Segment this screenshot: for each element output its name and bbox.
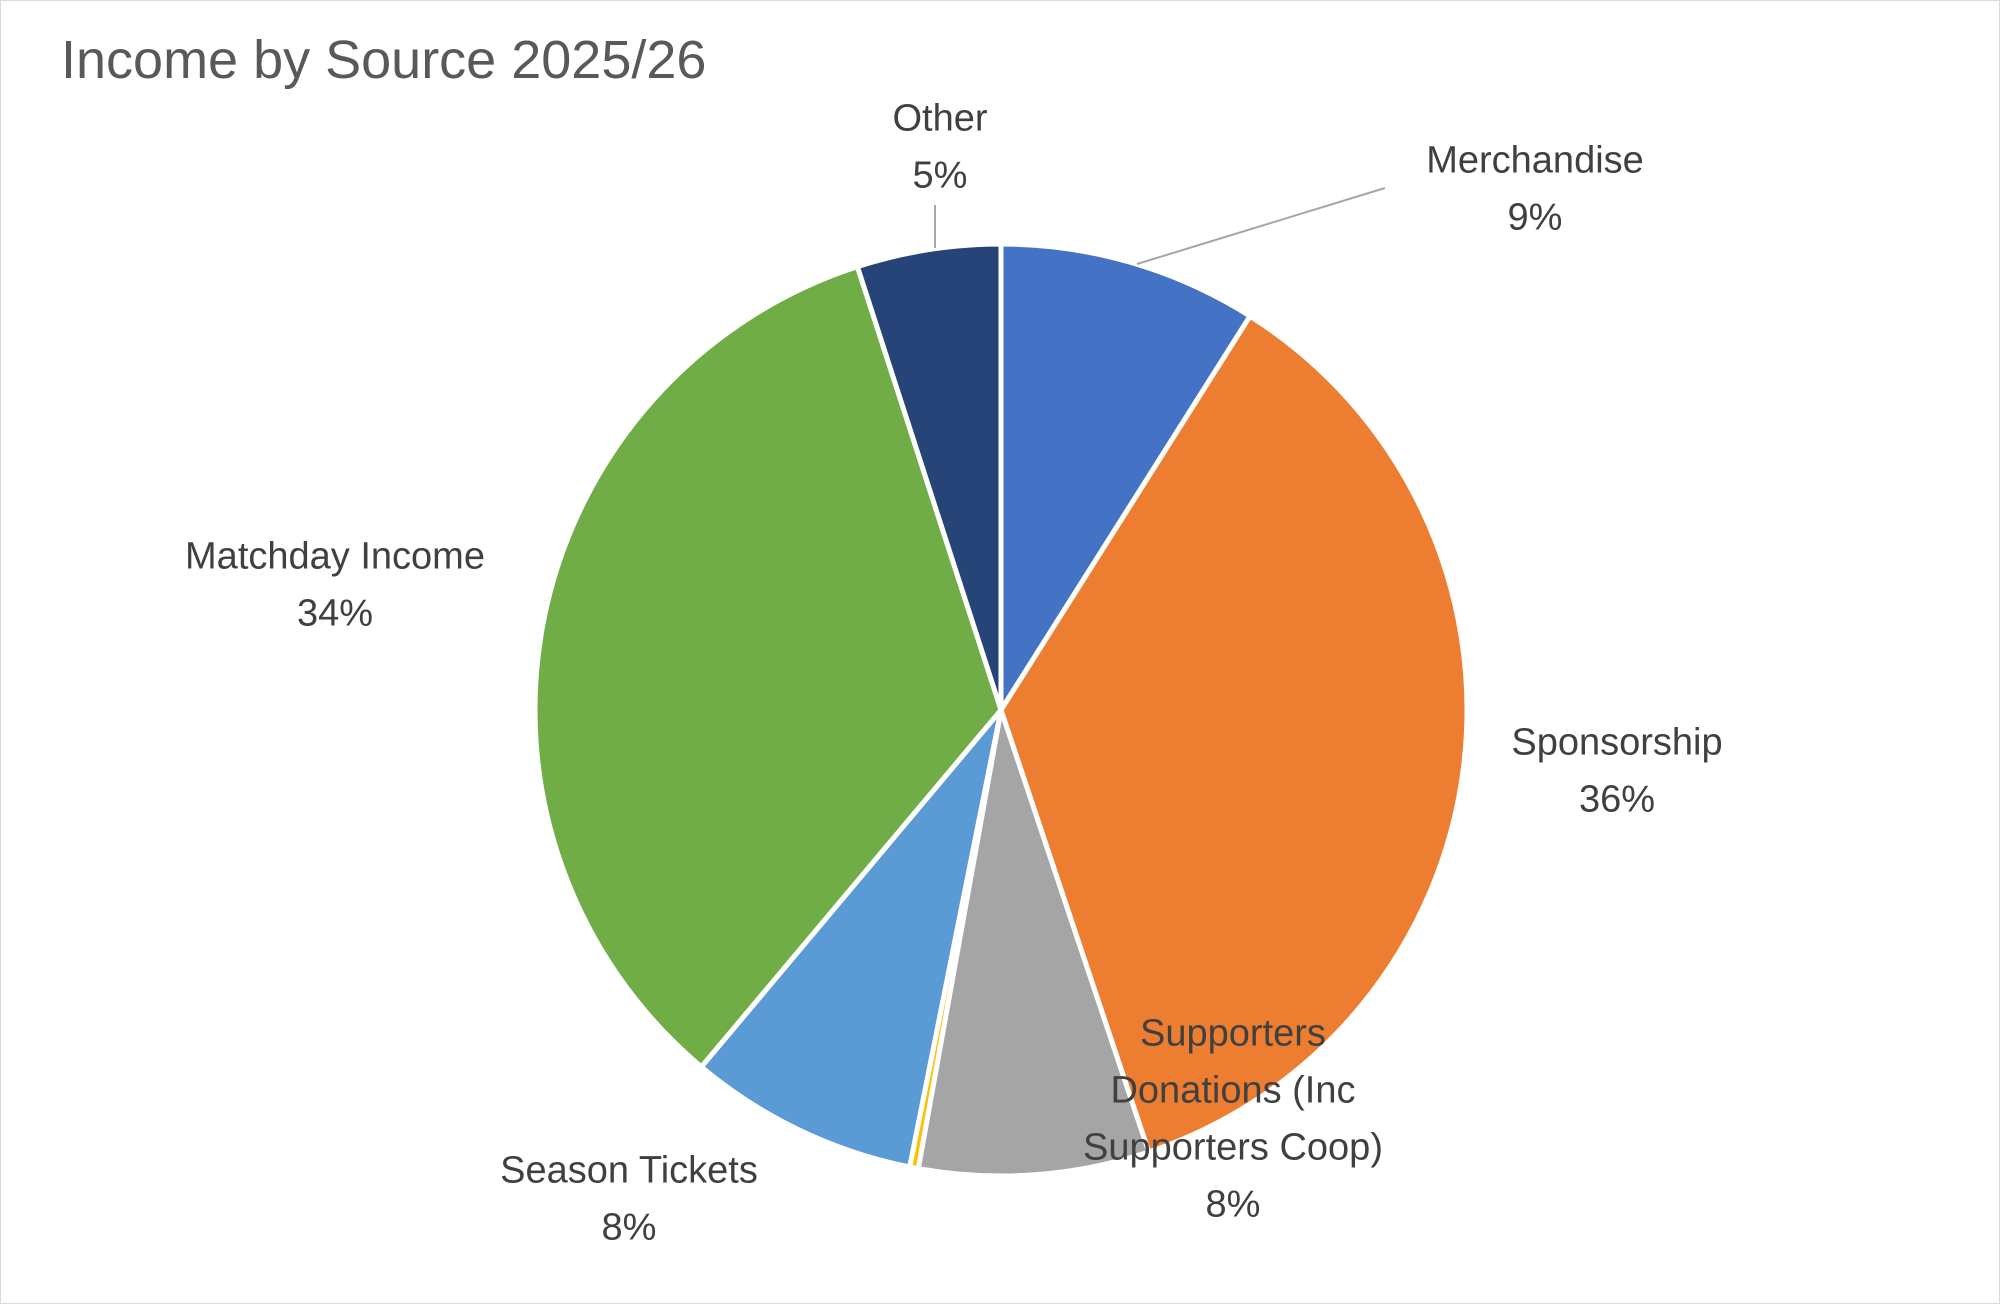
slice-percent: 9% [1508, 197, 1563, 239]
pie-slice-season-tickets [698, 707, 1004, 1170]
slice-label-line: Sponsorship [1511, 722, 1722, 764]
slice-label-line: Matchday Income [185, 536, 485, 578]
slice-percent: 34% [297, 593, 373, 635]
slice-label-line: Donations (Inc [1110, 1070, 1355, 1112]
slice-label-matchday-income: Matchday Income 34% [185, 536, 485, 635]
leader-lines [934, 187, 1386, 265]
pie-slice-sponsorship [998, 313, 1470, 1155]
pie-slice-supporters-donations-inc-supporters-coop [915, 707, 1152, 1179]
slice-label-sponsorship: Sponsorship 36% [1511, 722, 1722, 821]
slice-label-line: Season Tickets [500, 1150, 758, 1192]
chart-title: Income by Source 2025/26 [61, 30, 707, 90]
pie-slice-matchday-income [532, 264, 1004, 1070]
slice-label-line: Other [892, 98, 987, 140]
slice-percent: 5% [913, 155, 968, 197]
slice-label-supporters-donations-inc-supporters-coop: Supporters Donations (Inc Supporters Coop)… [1083, 1013, 1383, 1226]
slice-label-line: Supporters [1140, 1013, 1326, 1055]
slice-percent: 36% [1579, 779, 1655, 821]
slice-percent: 8% [602, 1207, 657, 1249]
slice-labels: Merchandise 9% Sponsorship 36% Supporters Don… [185, 98, 1723, 1249]
slice-label-merchandise: Merchandise 9% [1426, 140, 1644, 239]
slice-label-line: Supporters Coop) [1083, 1127, 1383, 1169]
leader-line-merchandise [1136, 187, 1386, 265]
slice-label-line: Merchandise [1426, 140, 1644, 182]
pie-slices [532, 241, 1470, 1179]
slice-label-season-tickets: Season Tickets 8% [500, 1150, 758, 1249]
pie-slice-merchandise [998, 241, 1253, 713]
slice-percent: 8% [1206, 1184, 1261, 1226]
pie-slice-other [854, 241, 1004, 713]
slice-label-other: Other 5% [892, 98, 987, 197]
